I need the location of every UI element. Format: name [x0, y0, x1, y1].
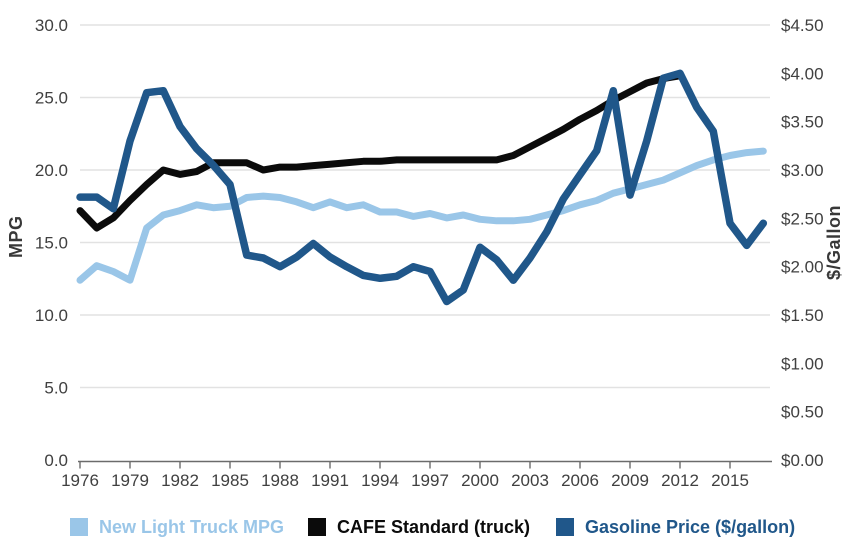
- legend-swatch-gasoline-price: [556, 518, 574, 536]
- x-axis-tick-label: 1997: [411, 471, 449, 490]
- left-axis-tick-label: 25.0: [35, 89, 68, 108]
- legend-swatch-cafe-standard: [308, 518, 326, 536]
- right-axis-tick-label: $4.00: [781, 64, 824, 83]
- right-axis-tick-label: $0.50: [781, 403, 824, 422]
- right-axis-tick-label: $2.50: [781, 209, 824, 228]
- left-axis-tick-label: 20.0: [35, 161, 68, 180]
- x-axis-tick-label: 1991: [311, 471, 349, 490]
- left-axis-tick-label: 0.0: [44, 451, 68, 470]
- series-line-new-light-truck-mpg: [76, 147, 767, 284]
- x-axis-tick-label: 1976: [61, 471, 99, 490]
- right-axis-tick-label: $4.50: [781, 16, 824, 35]
- x-axis-tick-label: 2015: [711, 471, 749, 490]
- x-axis-tick-label: 1979: [111, 471, 149, 490]
- right-axis-tick-label: $2.00: [781, 258, 824, 277]
- right-axis-title: $/Gallon: [824, 204, 844, 280]
- legend-label-gasoline-price: Gasoline Price ($/gallon): [585, 516, 796, 537]
- x-axis-tick-label: 1982: [161, 471, 199, 490]
- right-axis-tick-label: $1.00: [781, 354, 824, 373]
- x-axis-tick-label: 1985: [211, 471, 249, 490]
- left-axis-tick-label: 30.0: [35, 16, 68, 35]
- left-axis-tick-label: 5.0: [44, 379, 68, 398]
- chart-legend: New Light Truck MPG CAFE Standard (truck…: [0, 514, 851, 542]
- legend-label-cafe-standard: CAFE Standard (truck): [337, 516, 531, 537]
- legend-label-new-light-truck-mpg: New Light Truck MPG: [99, 516, 285, 537]
- x-axis-tick-label: 1994: [361, 471, 399, 490]
- left-axis-title: MPG: [6, 215, 26, 259]
- right-axis-tick-label: $3.00: [781, 161, 824, 180]
- series-line-gasoline-price-gallon: [76, 69, 768, 306]
- x-axis-tick-label: 2006: [561, 471, 599, 490]
- series-line-cafe-standard-truck: [76, 72, 684, 232]
- x-axis-tick-label: 2003: [511, 471, 549, 490]
- legend-item-cafe-standard: CAFE Standard (truck): [308, 514, 530, 540]
- legend-item-gasoline-price: Gasoline Price ($/gallon): [556, 514, 795, 540]
- legend-item-new-light-truck-mpg: New Light Truck MPG: [70, 514, 284, 540]
- x-axis-tick-label: 2000: [461, 471, 499, 490]
- right-axis-tick-label: $3.50: [781, 113, 824, 132]
- x-axis-tick-label: 2012: [661, 471, 699, 490]
- left-axis-tick-label: 15.0: [35, 234, 68, 253]
- right-axis-tick-label: $1.50: [781, 306, 824, 325]
- right-axis-tick-label: $0.00: [781, 451, 824, 470]
- legend-swatch-new-light-truck-mpg: [70, 518, 88, 536]
- x-axis-tick-label: 1988: [261, 471, 299, 490]
- x-axis-tick-label: 2009: [611, 471, 649, 490]
- left-axis-tick-label: 10.0: [35, 306, 68, 325]
